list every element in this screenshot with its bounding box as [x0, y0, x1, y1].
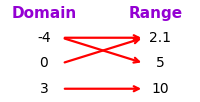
Text: -4: -4 — [37, 31, 51, 45]
Text: 3: 3 — [40, 82, 48, 96]
Text: Domain: Domain — [11, 6, 77, 21]
Text: 5: 5 — [156, 56, 164, 70]
Text: 2.1: 2.1 — [149, 31, 171, 45]
Text: 0: 0 — [40, 56, 48, 70]
Text: Range: Range — [129, 6, 183, 21]
Text: 10: 10 — [151, 82, 169, 96]
